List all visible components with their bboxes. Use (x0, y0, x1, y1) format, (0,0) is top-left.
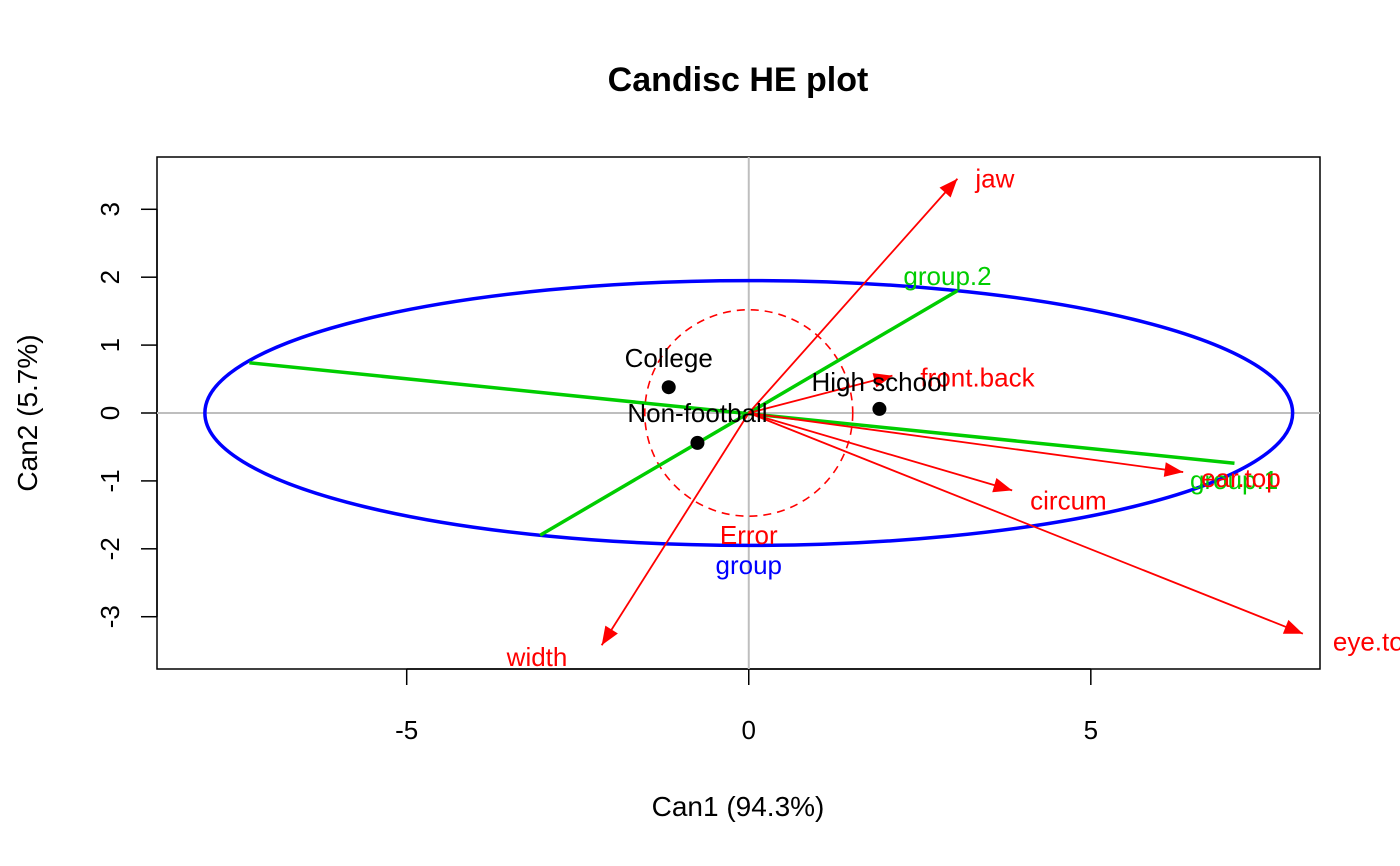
y-tick-label: -2 (95, 537, 125, 560)
axes: -5 0 5 -3 -2 -1 0 1 2 3 (95, 202, 1098, 745)
group-ellipse (203, 278, 1295, 548)
jaw-arrowhead (939, 178, 958, 198)
error-ellipse (643, 308, 854, 518)
college-point-label: College (625, 343, 713, 373)
high-school-point (872, 401, 887, 416)
eye-top-vector (748, 412, 1304, 635)
group-1-label: group.1 (1190, 465, 1278, 495)
high-school-point-label: High school (811, 367, 947, 397)
width-vector (600, 412, 750, 646)
eye-top-arrowhead (1282, 619, 1303, 634)
x-tick-label: 5 (1084, 715, 1098, 745)
jaw-vector-label: jaw (974, 164, 1014, 194)
circum-arrowhead (992, 478, 1013, 493)
eye-top-vector-label: eye.top (1333, 627, 1400, 657)
y-tick-label: 1 (95, 338, 125, 352)
y-tick-label: -1 (95, 469, 125, 492)
error-ellipse-label: Error (720, 520, 778, 550)
group-2-label: group.2 (903, 261, 991, 291)
width-arrowhead (601, 625, 618, 646)
college-point (661, 380, 676, 395)
non-football-point (690, 435, 705, 450)
width-vector-label: width (506, 642, 568, 672)
jaw-vector (748, 178, 959, 414)
y-tick-label: 0 (95, 406, 125, 420)
y-tick-label: 2 (95, 270, 125, 284)
ear-top-vector-label: ear.top (1201, 463, 1281, 493)
y-axis-label: Can2 (5.7%) (12, 334, 43, 491)
group-ellipse-label: group (716, 550, 783, 580)
front-back-vector-label: front.back (920, 363, 1035, 393)
x-axis-label: Can1 (94.3%) (652, 791, 825, 822)
circum-vector-label: circum (1030, 485, 1107, 515)
x-tick-label: -5 (395, 715, 418, 745)
ear-top-vector (748, 412, 1184, 473)
circum-vector (748, 412, 1013, 492)
group-means: College High school Non-football (625, 343, 947, 450)
y-tick-label: 3 (95, 202, 125, 216)
front-back-vector (748, 374, 893, 414)
chart-title: Candisc HE plot (608, 61, 869, 99)
x-tick-label: 0 (742, 715, 756, 745)
contrast-lines: group.2 group.1 (249, 261, 1278, 537)
group-1-contrast-line (249, 361, 1235, 465)
front-back-arrowhead (872, 373, 893, 388)
variable-vectors: jaw front.back ear.top circum eye.top width (506, 164, 1400, 673)
non-football-point-label: Non-football (627, 398, 767, 428)
y-tick-label: -3 (95, 605, 125, 628)
ear-top-arrowhead (1163, 462, 1184, 477)
